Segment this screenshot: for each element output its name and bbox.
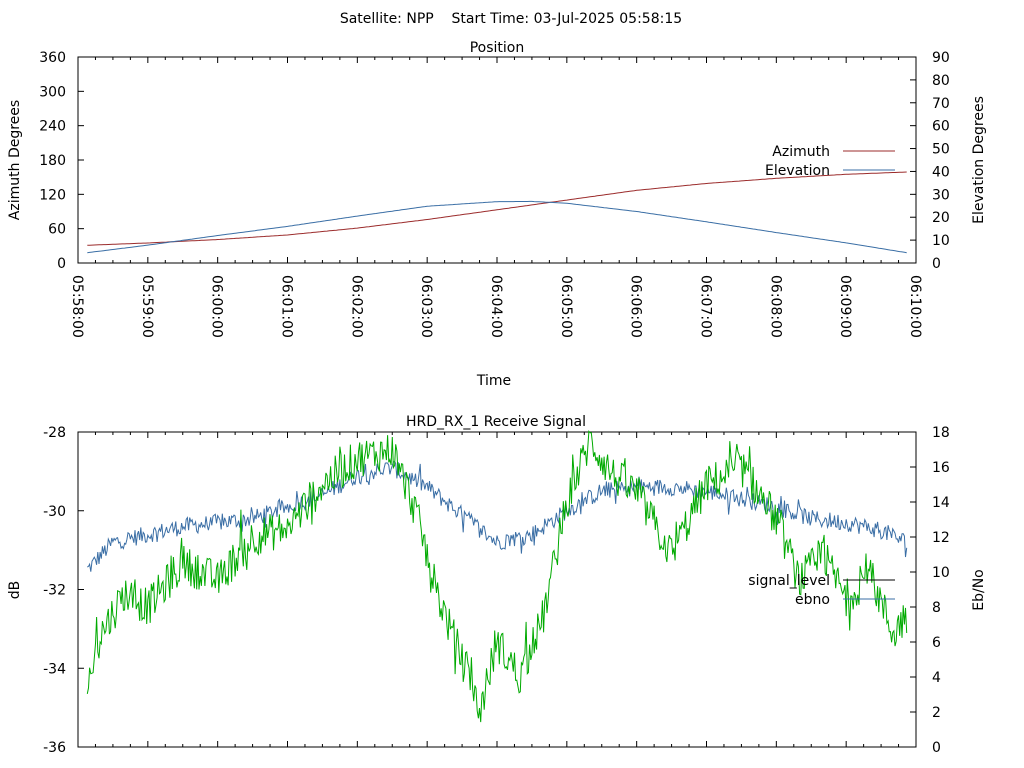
legend-label-azimuth: Azimuth [772, 144, 830, 160]
position-x-tick-label-06-03-00: 06:03:00 [418, 275, 434, 338]
signal-y2-tick-label-4: 4 [932, 670, 941, 686]
signal-y-tick-label-30: -30 [43, 504, 66, 520]
position-y-tick-label-60: 60 [48, 222, 66, 238]
position-legend: Azimuth Elevation [765, 144, 895, 179]
position-series [87, 171, 907, 254]
signal-series-ebno [86, 429, 908, 723]
signal-series-signal-level [87, 461, 908, 572]
position-y2-tick-label-10: 10 [932, 233, 950, 249]
position-y2-axis-label: Elevation Degrees [971, 96, 987, 224]
position-y2-tick-label-90: 90 [932, 50, 950, 66]
position-y2-tick-label-60: 60 [932, 119, 950, 135]
signal-y2-tick-label-18: 18 [932, 425, 950, 441]
signal-y2-tick-label-0: 0 [932, 740, 941, 756]
position-x-tick-label-06-01-00: 06:01:00 [279, 275, 295, 338]
position-y-tick-label-360: 360 [39, 50, 66, 66]
signal-y-tick-label-28: -28 [43, 425, 66, 441]
position-plot-frame [77, 56, 917, 264]
signal-y-axis-label: dB [7, 581, 23, 600]
position-series-elevation [87, 200, 907, 254]
position-x-tick-label-06-00-00: 06:00:00 [209, 275, 225, 338]
signal-y2-tick-label-8: 8 [932, 600, 941, 616]
signal-y-tick-label-34: -34 [43, 661, 66, 677]
position-y-tick-label-120: 120 [39, 187, 66, 203]
position-x-tick-label-06-04-00: 06:04:00 [488, 275, 504, 338]
signal-y2-tick-label-16: 16 [932, 460, 950, 476]
signal-y2-axis-label: Eb/No [971, 569, 987, 611]
position-y2-tick-label-50: 50 [932, 142, 950, 158]
signal-series [86, 429, 908, 723]
position-x-tick-label-06-07-00: 06:07:00 [698, 275, 714, 338]
position-y2-tick-label-0: 0 [932, 256, 941, 272]
signal-y-tick-label-36: -36 [43, 740, 66, 756]
position-tick-labels: 05:58:00 05:59:00 06:00:00 06:01:00 06:02:00… [39, 50, 950, 338]
signal-y2-tick-label-6: 6 [932, 635, 941, 651]
page-title: Satellite: NPP Start Time: 03-Jul-2025 0… [340, 11, 682, 27]
position-x-tick-label-05-59-00: 05:59:00 [139, 275, 155, 338]
position-x-axis-label: Time [476, 373, 511, 389]
position-y2-tick-label-30: 30 [932, 187, 950, 203]
legend-label-ebno: ebno [795, 592, 830, 608]
position-x-tick-label-06-06-00: 06:06:00 [628, 275, 644, 338]
signal-ticks [77, 431, 917, 748]
signal-y2-tick-label-14: 14 [932, 495, 950, 511]
legend-label-elevation: Elevation [765, 163, 830, 179]
position-x-tick-label-05-58-00: 05:58:00 [69, 275, 85, 338]
position-x-tick-label-06-05-00: 06:05:00 [558, 275, 574, 338]
signal-y2-tick-label-2: 2 [932, 705, 941, 721]
position-x-tick-label-06-02-00: 06:02:00 [348, 275, 364, 338]
signal-legend: signal_level ebno [748, 573, 895, 608]
position-y-tick-label-300: 300 [39, 84, 66, 100]
position-y2-tick-label-80: 80 [932, 73, 950, 89]
position-x-tick-label-06-10-00: 06:10:00 [907, 275, 923, 338]
position-series-azimuth [87, 171, 907, 246]
position-y-tick-label-0: 0 [57, 256, 66, 272]
signal-y-tick-label-32: -32 [43, 583, 66, 599]
position-x-tick-label-06-09-00: 06:09:00 [837, 275, 853, 338]
position-y-axis-label: Azimuth Degrees [7, 100, 23, 220]
signal-chart-title: HRD_RX_1 Receive Signal [406, 414, 586, 430]
position-y2-tick-label-70: 70 [932, 96, 950, 112]
position-y-tick-label-180: 180 [39, 153, 66, 169]
signal-y2-tick-label-10: 10 [932, 565, 950, 581]
receive-signal-chart: HRD_RX_1 Receive Signal -36 -34 -32 -30 -28 0… [7, 414, 987, 756]
position-chart: Position 05:58:00 05:59:00 06:00:00 06:01:0… [7, 40, 987, 389]
position-y2-tick-label-20: 20 [932, 210, 950, 226]
position-x-tick-label-06-08-00: 06:08:00 [767, 275, 783, 338]
position-y-tick-label-240: 240 [39, 119, 66, 135]
legend-label-signal-level: signal_level [748, 573, 830, 589]
position-chart-title: Position [470, 40, 525, 56]
position-ticks [77, 56, 917, 264]
signal-tick-labels: -36 -34 -32 -30 -28 0 2 4 6 8 10 12 14 16 18 [43, 425, 950, 756]
signal-y2-tick-label-12: 12 [932, 530, 950, 546]
signal-plot-frame [77, 431, 917, 748]
position-y2-tick-label-40: 40 [932, 164, 950, 180]
